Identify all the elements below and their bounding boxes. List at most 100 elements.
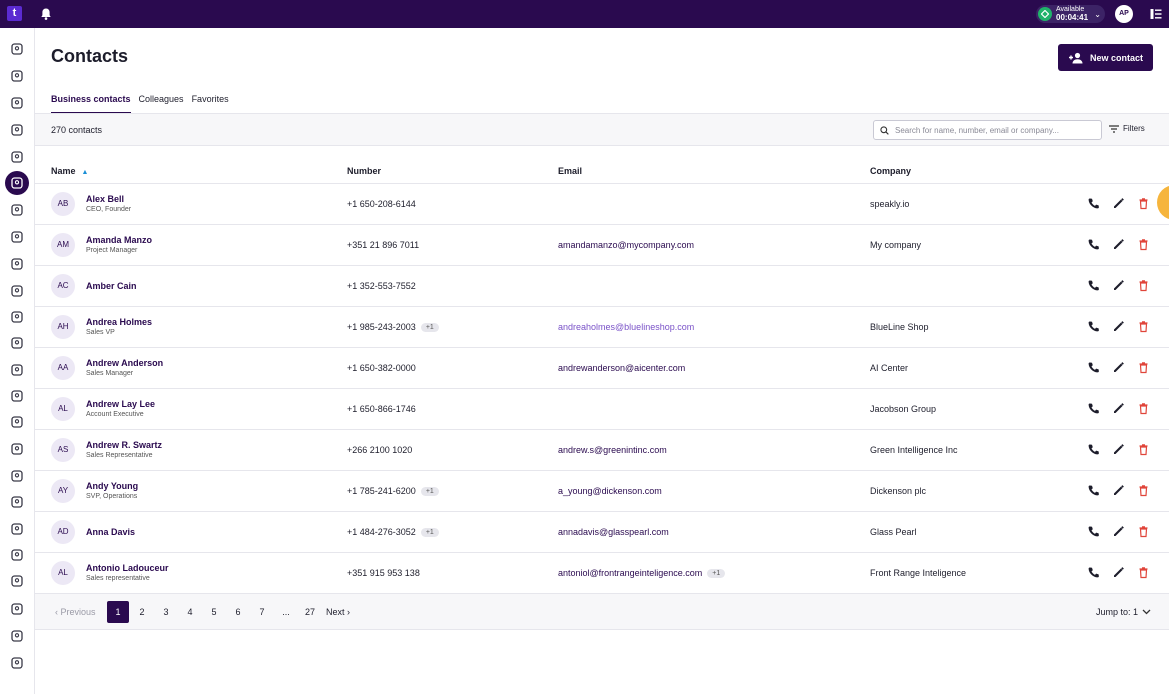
sidebar-item-ai[interactable] bbox=[5, 464, 29, 488]
table-row[interactable]: AM Amanda Manzo Project Manager +351 21 896… bbox=[35, 225, 1169, 266]
page-button[interactable]: 27 bbox=[304, 607, 315, 617]
phone-icon[interactable] bbox=[1087, 525, 1100, 538]
filters-button[interactable]: Filters bbox=[1109, 124, 1145, 133]
tab-favorites[interactable]: Favorites bbox=[191, 94, 229, 104]
delete-icon[interactable] bbox=[1137, 279, 1150, 292]
edit-icon[interactable] bbox=[1112, 361, 1125, 374]
page-button[interactable]: 5 bbox=[211, 607, 217, 617]
column-header-name[interactable]: Name ▲ bbox=[51, 166, 88, 176]
extra-numbers-badge[interactable]: +1 bbox=[420, 527, 439, 537]
sidebar-item-shield[interactable] bbox=[5, 358, 29, 382]
new-contact-button[interactable]: New contact bbox=[1058, 44, 1153, 71]
sidebar-item-rocket[interactable] bbox=[5, 64, 29, 88]
page-button[interactable]: 6 bbox=[235, 607, 241, 617]
table-row[interactable]: AC Amber Cain +1 352-553-7552 bbox=[35, 266, 1169, 307]
email-link[interactable]: andrew.s@greenintinc.com bbox=[558, 445, 667, 455]
tab-business-contacts[interactable]: Business contacts bbox=[51, 94, 131, 114]
sidebar-item-code[interactable] bbox=[5, 410, 29, 434]
page-button[interactable]: 3 bbox=[163, 607, 169, 617]
contact-name[interactable]: Andrew Lay Lee bbox=[86, 399, 156, 409]
page-button[interactable]: 7 bbox=[259, 607, 265, 617]
table-row[interactable]: AS Andrew R. Swartz Sales Representative +2… bbox=[35, 430, 1169, 471]
edit-icon[interactable] bbox=[1112, 320, 1125, 333]
contact-name[interactable]: Amber Cain bbox=[86, 281, 137, 291]
sidebar-item-agent[interactable] bbox=[5, 624, 29, 648]
edit-icon[interactable] bbox=[1112, 279, 1125, 292]
delete-icon[interactable] bbox=[1137, 238, 1150, 251]
bell-icon[interactable] bbox=[39, 7, 53, 21]
extra-numbers-badge[interactable]: +1 bbox=[420, 322, 439, 332]
sidebar-item-voicemail[interactable] bbox=[5, 118, 29, 142]
contact-name[interactable]: Andrea Holmes bbox=[86, 317, 153, 327]
extra-emails-badge[interactable]: +1 bbox=[707, 568, 726, 578]
app-logo[interactable]: t bbox=[7, 6, 22, 21]
edit-icon[interactable] bbox=[1112, 443, 1125, 456]
contact-name[interactable]: Antonio Ladouceur bbox=[86, 563, 169, 573]
contact-name[interactable]: Andrew R. Swartz bbox=[86, 440, 163, 450]
phone-icon[interactable] bbox=[1087, 566, 1100, 579]
sidebar-item-flow[interactable] bbox=[5, 331, 29, 355]
email-link[interactable]: andreaholmes@bluelineshop.com bbox=[558, 322, 695, 332]
contact-name[interactable]: Andy Young bbox=[86, 481, 139, 491]
table-row[interactable]: AH Andrea Holmes Sales VP +1 985-243-2003 +1… bbox=[35, 307, 1169, 348]
table-row[interactable]: AB Alex Bell CEO, Founder +1 650-208-6144 sp… bbox=[35, 184, 1169, 225]
contact-name[interactable]: Amanda Manzo bbox=[86, 235, 153, 245]
sidebar-item-fingerprint[interactable] bbox=[5, 384, 29, 408]
delete-icon[interactable] bbox=[1137, 566, 1150, 579]
phone-icon[interactable] bbox=[1087, 361, 1100, 374]
sidebar-item-clipboard[interactable] bbox=[5, 225, 29, 249]
table-row[interactable]: AL Andrew Lay Lee Account Executive +1 650-… bbox=[35, 389, 1169, 430]
sidebar-item-compass[interactable] bbox=[5, 543, 29, 567]
side-panel-icon[interactable] bbox=[1150, 8, 1162, 20]
delete-icon[interactable] bbox=[1137, 320, 1150, 333]
delete-icon[interactable] bbox=[1137, 443, 1150, 456]
email-link[interactable]: andrewanderson@aicenter.com bbox=[558, 363, 686, 373]
availability-status[interactable]: Available 00:04:41 ⌄ bbox=[1036, 5, 1105, 23]
phone-icon[interactable] bbox=[1087, 443, 1100, 456]
sidebar-item-megaphone[interactable] bbox=[5, 279, 29, 303]
sidebar-item-trophy[interactable] bbox=[5, 252, 29, 276]
sidebar-item-contacts[interactable] bbox=[5, 171, 29, 195]
sidebar-item-phone-activity[interactable] bbox=[5, 91, 29, 115]
user-avatar[interactable]: AP bbox=[1115, 5, 1133, 23]
email-link[interactable]: amandamanzo@mycompany.com bbox=[558, 240, 695, 250]
table-row[interactable]: AD Anna Davis +1 484-276-3052 +1 annadavis@g… bbox=[35, 512, 1169, 553]
phone-icon[interactable] bbox=[1087, 484, 1100, 497]
previous-page-button[interactable]: ‹ Previous bbox=[55, 607, 96, 617]
sidebar-item-book[interactable] bbox=[5, 305, 29, 329]
edit-icon[interactable] bbox=[1112, 525, 1125, 538]
edit-icon[interactable] bbox=[1112, 484, 1125, 497]
phone-icon[interactable] bbox=[1087, 320, 1100, 333]
sidebar-item-gauge[interactable] bbox=[5, 517, 29, 541]
sidebar-item-people[interactable] bbox=[5, 198, 29, 222]
sidebar-item-home[interactable] bbox=[5, 37, 29, 61]
edit-icon[interactable] bbox=[1112, 402, 1125, 415]
phone-icon[interactable] bbox=[1087, 402, 1100, 415]
edit-icon[interactable] bbox=[1112, 238, 1125, 251]
jump-to-page[interactable]: Jump to: 1 bbox=[1096, 607, 1151, 617]
table-row[interactable]: AA Andrew Anderson Sales Manager +1 650-382… bbox=[35, 348, 1169, 389]
sidebar-item-edit[interactable] bbox=[5, 651, 29, 675]
sidebar-item-briefcase[interactable] bbox=[5, 569, 29, 593]
email-link[interactable]: annadavis@glasspearl.com bbox=[558, 527, 669, 537]
page-button[interactable]: 4 bbox=[187, 607, 193, 617]
sidebar-item-chat[interactable] bbox=[5, 490, 29, 514]
email-link[interactable]: antoniol@frontrangeinteligence.com bbox=[558, 568, 703, 578]
sidebar-item-integrations[interactable] bbox=[5, 437, 29, 461]
next-page-button[interactable]: Next › bbox=[326, 607, 351, 617]
delete-icon[interactable] bbox=[1137, 402, 1150, 415]
sidebar-item-settings[interactable] bbox=[5, 597, 29, 621]
delete-icon[interactable] bbox=[1137, 484, 1150, 497]
phone-icon[interactable] bbox=[1087, 279, 1100, 292]
edit-icon[interactable] bbox=[1112, 197, 1125, 210]
delete-icon[interactable] bbox=[1137, 525, 1150, 538]
phone-icon[interactable] bbox=[1087, 238, 1100, 251]
edit-icon[interactable] bbox=[1112, 566, 1125, 579]
tab-colleagues[interactable]: Colleagues bbox=[138, 94, 184, 104]
delete-icon[interactable] bbox=[1137, 197, 1150, 210]
search-input[interactable] bbox=[895, 125, 1095, 135]
page-button[interactable]: 1 bbox=[107, 601, 129, 623]
sidebar-item-list[interactable] bbox=[5, 145, 29, 169]
contact-name[interactable]: Andrew Anderson bbox=[86, 358, 164, 368]
table-row[interactable]: AL Antonio Ladouceur Sales representative +… bbox=[35, 553, 1169, 594]
